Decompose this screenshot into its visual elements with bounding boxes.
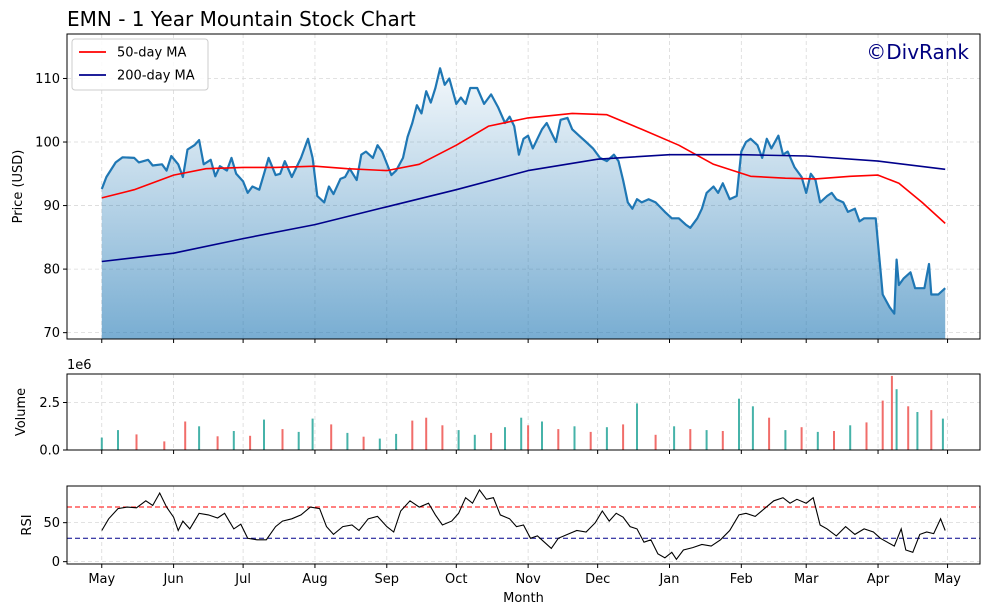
volume-panel: 0.0 2.5 1e6 Volume — [14, 358, 981, 459]
x-tick-label: Apr — [867, 572, 890, 587]
volume-bar — [768, 417, 771, 450]
volume-bar — [705, 430, 708, 450]
volume-frame — [66, 373, 981, 451]
volume-bar — [865, 422, 868, 450]
rsi-ytick-label: 50 — [43, 516, 60, 531]
volume-bar — [297, 431, 300, 450]
volume-bar — [395, 433, 398, 450]
rsi-line — [101, 488, 946, 561]
volume-bar — [673, 426, 676, 451]
x-axis-label: Month — [503, 591, 544, 606]
volume-bar — [589, 431, 592, 450]
volume-bar — [249, 435, 252, 451]
volume-bar — [473, 434, 476, 450]
price-ytick-label: 90 — [43, 199, 60, 214]
volume-bar — [941, 418, 944, 450]
series-line-200-day-ma — [101, 153, 946, 263]
volume-bar — [557, 429, 560, 450]
volume-bar — [654, 434, 657, 450]
volume-bar — [636, 403, 638, 450]
x-tick-label: Sep — [375, 572, 400, 587]
x-tick-label: May — [934, 572, 961, 587]
volume-bar — [849, 425, 852, 450]
volume-bar — [330, 424, 333, 450]
x-tick-label: May — [88, 572, 115, 587]
x-tick-label: Aug — [302, 572, 327, 587]
volume-bar — [378, 438, 381, 450]
volume-bar — [907, 406, 910, 450]
rsi-frame — [66, 485, 981, 565]
volume-bar — [895, 389, 898, 450]
volume-bar — [117, 430, 119, 450]
x-tick-label: Dec — [585, 572, 610, 587]
volume-ylabel: Volume — [14, 388, 29, 436]
price-area — [101, 68, 946, 340]
x-tick-label: Mar — [794, 572, 819, 587]
price-ytick-label: 110 — [35, 72, 60, 87]
x-tick-label: Jul — [234, 572, 251, 587]
price-ytick-label: 80 — [43, 263, 60, 278]
volume-bar — [362, 436, 365, 450]
volume-bar — [605, 427, 608, 450]
volume-bar — [751, 406, 754, 450]
x-tick-label: Jun — [162, 572, 183, 587]
volume-bar — [198, 426, 201, 451]
series-line-50-day-ma — [101, 112, 946, 224]
volume-bar — [916, 412, 919, 450]
volume-bar — [457, 430, 460, 450]
volume-bar — [216, 436, 219, 450]
volume-bar — [232, 431, 235, 450]
rsi-ylabel: RSI — [20, 514, 35, 535]
price-ylabel: Price (USD) — [11, 150, 26, 224]
volume-bar — [411, 420, 414, 450]
volume-bar — [541, 421, 543, 450]
chart-title: EMN - 1 Year Mountain Stock Chart — [67, 7, 416, 31]
volume-bar — [721, 431, 724, 450]
volume-ytick-label: 2.5 — [39, 396, 60, 411]
volume-bar — [504, 427, 506, 450]
volume-bar — [281, 429, 284, 450]
volume-bar — [833, 431, 835, 450]
price-ytick-label: 100 — [35, 136, 60, 151]
legend-label: 50-day MA — [117, 46, 186, 61]
volume-bar — [263, 419, 265, 450]
volume-bar — [346, 432, 349, 450]
volume-bar — [622, 424, 625, 450]
volume-bar — [311, 418, 314, 450]
volume-bar — [100, 437, 103, 450]
volume-bar — [490, 432, 493, 450]
volume-bar — [930, 410, 933, 450]
volume-bar — [738, 398, 740, 450]
volume-ytick-label: 0.0 — [39, 444, 60, 459]
price-panel: 70 80 90 100 110 Price (USD) 50-day MA 200-day … — [11, 33, 981, 343]
volume-bar — [890, 375, 893, 450]
volume-bar — [527, 425, 530, 450]
volume-bar — [816, 431, 819, 450]
x-tick-label: Oct — [445, 572, 467, 587]
x-tick-label: Jan — [658, 572, 679, 587]
volume-bar — [425, 417, 428, 450]
legend: 50-day MA 200-day MA — [71, 38, 209, 91]
volume-bar — [881, 400, 884, 450]
volume-bar — [800, 427, 803, 450]
rsi-ytick-label: 0 — [52, 555, 60, 570]
volume-bar — [163, 441, 166, 450]
x-tick-label: Feb — [730, 572, 753, 587]
watermark: ©DivRank — [866, 40, 969, 64]
volume-bar — [520, 417, 523, 450]
volume-bar — [135, 434, 138, 450]
volume-bar — [573, 426, 576, 451]
volume-bar — [784, 430, 787, 450]
volume-bar — [441, 425, 444, 450]
volume-bar — [184, 421, 187, 450]
x-tick-label: Nov — [515, 572, 541, 587]
price-ytick-label: 70 — [43, 326, 60, 341]
legend-label: 200-day MA — [117, 69, 195, 84]
volume-scale-label: 1e6 — [67, 358, 92, 373]
volume-bar — [689, 429, 692, 450]
rsi-panel: 0 50 RSI May Jun Jul Aug Sep Oct Nov Dec Jan Feb Mar A… — [20, 485, 981, 606]
price-frame — [66, 33, 981, 340]
